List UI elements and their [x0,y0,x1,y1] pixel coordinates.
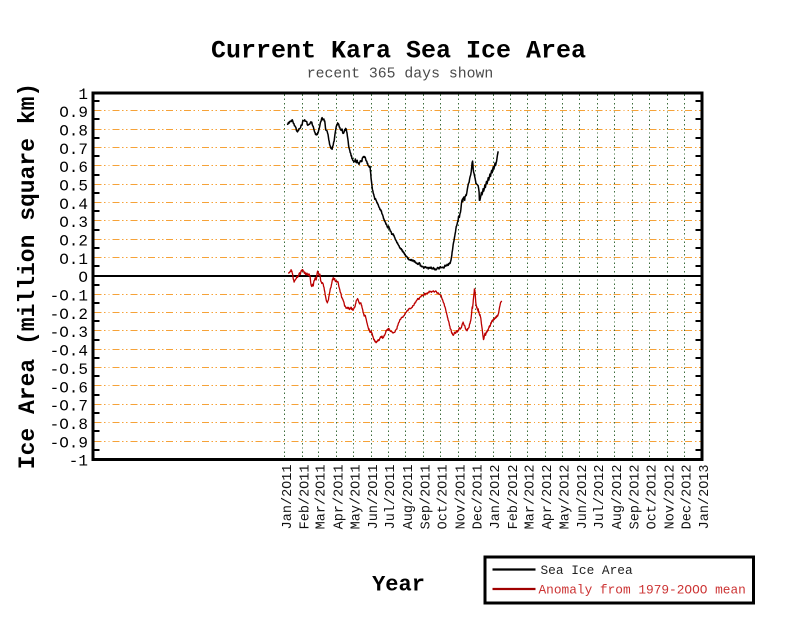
svg-text:O.4: O.4 [59,196,88,214]
svg-text:May/2O12: May/2O12 [558,465,573,530]
svg-text:Sep/2O12: Sep/2O12 [628,465,643,530]
svg-text:-O.5: -O.5 [50,361,88,379]
svg-text:Sea Ice Area: Sea Ice Area [541,563,633,578]
svg-text:May/2O11: May/2O11 [349,465,364,530]
svg-text:-O.2: -O.2 [50,306,88,324]
svg-text:O.6: O.6 [59,159,88,177]
svg-text:O.7: O.7 [59,141,88,159]
svg-text:Nov/2O12: Nov/2O12 [663,465,678,530]
svg-text:-O.7: -O.7 [50,398,88,416]
svg-text:-O.1: -O.1 [50,288,88,306]
svg-text:Nov/2O11: Nov/2O11 [454,465,469,530]
svg-text:Oct/2O12: Oct/2O12 [646,465,661,530]
svg-text:Dec/2O11: Dec/2O11 [472,465,487,530]
svg-text:Apr/2O11: Apr/2O11 [332,465,347,530]
svg-text:-O.6: -O.6 [50,379,88,397]
svg-text:1: 1 [78,86,88,104]
svg-text:Oct/2O11: Oct/2O11 [437,465,452,530]
svg-text:recent 365 days shown: recent 365 days shown [307,67,493,83]
svg-text:Jan/2O12: Jan/2O12 [489,464,504,529]
svg-text:-O.4: -O.4 [50,343,88,361]
svg-text:O.8: O.8 [59,122,88,140]
svg-text:Apr/2O12: Apr/2O12 [541,465,556,530]
svg-text:Aug/2O11: Aug/2O11 [402,465,417,530]
svg-text:-O.3: -O.3 [50,324,88,342]
svg-text:Current Kara Sea Ice Area: Current Kara Sea Ice Area [211,37,586,66]
svg-text:Jul/2O12: Jul/2O12 [593,465,608,530]
svg-text:-O.8: -O.8 [50,416,88,434]
svg-text:Year: Year [372,573,425,598]
svg-text:Jan/2O13: Jan/2O13 [698,465,713,530]
svg-text:Jul/2O11: Jul/2O11 [384,465,399,530]
svg-text:Mar/2O11: Mar/2O11 [315,465,330,530]
svg-text:O.1: O.1 [59,251,88,269]
svg-text:O: O [78,269,88,287]
svg-text:Jan/2O11: Jan/2O11 [281,465,296,530]
svg-text:Mar/2O12: Mar/2O12 [523,465,538,530]
svg-text:-O.9: -O.9 [50,434,88,452]
svg-text:Jun/2O12: Jun/2O12 [576,465,591,530]
svg-text:O.5: O.5 [59,177,88,195]
svg-text:O.9: O.9 [59,104,88,122]
svg-text:Aug/2O12: Aug/2O12 [611,465,626,530]
svg-text:Ice Area (million square km): Ice Area (million square km) [15,83,41,469]
svg-text:Dec/2O12: Dec/2O12 [680,465,695,530]
svg-text:Jun/2O11: Jun/2O11 [367,465,382,530]
svg-text:-1: -1 [69,453,88,471]
svg-text:O.3: O.3 [59,214,88,232]
svg-text:Feb/2O11: Feb/2O11 [299,465,314,530]
svg-text:Sep/2O11: Sep/2O11 [420,465,435,530]
svg-text:Anomaly from 1979-2OOO mean: Anomaly from 1979-2OOO mean [539,583,746,598]
svg-text:Feb/2O12: Feb/2O12 [507,465,522,530]
svg-text:O.2: O.2 [59,233,88,251]
